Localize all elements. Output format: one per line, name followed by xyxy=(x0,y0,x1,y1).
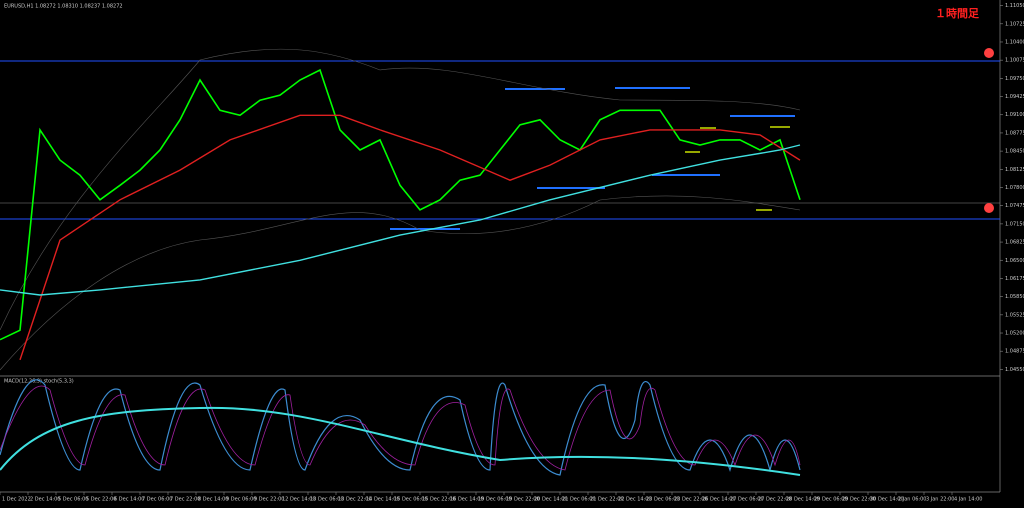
x-tick-label: 5 Dec 06:00 xyxy=(58,497,88,503)
x-tick-label: 21 Dec 22:00 xyxy=(590,497,624,503)
oscillator-line xyxy=(0,379,801,476)
y-tick-label: 1.06175 xyxy=(1005,276,1024,282)
y-tick-label: 1.06500 xyxy=(1005,258,1024,264)
y-tick-label: 1.10725 xyxy=(1005,21,1024,27)
sr-segments xyxy=(390,87,795,230)
x-tick-label: 2 Jan 06:00 xyxy=(898,497,926,503)
symbol-header: EURUSD,H1 1.08272 1.08310 1.08237 1.0827… xyxy=(4,4,123,10)
y-tick-label: 1.08125 xyxy=(1005,167,1024,173)
envelope xyxy=(0,195,801,371)
alert-icon xyxy=(984,203,994,213)
y-tick-label: 1.05200 xyxy=(1005,331,1024,337)
y-tick-label: 1.10075 xyxy=(1005,58,1024,64)
x-tick-label: 9 Dec 06:00 xyxy=(226,497,256,503)
series-close xyxy=(0,68,801,341)
x-tick-label: 23 Dec 06:00 xyxy=(646,497,680,503)
y-tick-label: 1.10400 xyxy=(1005,39,1024,45)
y-tick-label: 1.06825 xyxy=(1005,240,1024,246)
x-tick-label: 4 Jan 14:00 xyxy=(954,497,982,503)
x-tick-label: 13 Dec 06:00 xyxy=(310,497,344,503)
x-tick-label: 28 Dec 14:00 xyxy=(786,497,820,503)
y-tick-label: 1.09425 xyxy=(1005,94,1024,100)
timeframe-note: １時間足 xyxy=(935,6,980,20)
alert-icon xyxy=(984,48,994,58)
x-tick-label: 29 Dec 22:00 xyxy=(842,497,876,503)
x-tick-label: 23 Dec 22:00 xyxy=(674,497,708,503)
y-tick-label: 1.09100 xyxy=(1005,112,1024,118)
x-tick-label: 19 Dec 22:00 xyxy=(506,497,540,503)
y-tick-label: 1.08450 xyxy=(1005,149,1024,155)
y-tick-label: 1.08775 xyxy=(1005,130,1024,136)
x-tick-label: 27 Dec 22:00 xyxy=(758,497,792,503)
x-tick-label: 5 Dec 22:00 xyxy=(86,497,116,503)
series-ma-red xyxy=(19,114,801,361)
x-tick-label: 7 Dec 22:00 xyxy=(170,497,200,503)
y-tick-label: 1.07800 xyxy=(1005,185,1024,191)
x-tick-label: 29 Dec 06:00 xyxy=(814,497,848,503)
envelope xyxy=(0,48,801,331)
yellow-segments xyxy=(685,126,790,211)
x-tick-label: 15 Dec 22:00 xyxy=(422,497,456,503)
x-tick-label: 22 Dec 14:00 xyxy=(618,497,652,503)
y-tick-label: 1.04550 xyxy=(1005,367,1024,373)
x-tick-label: 14 Dec 14:00 xyxy=(366,497,400,503)
x-tick-label: 12 Dec 14:00 xyxy=(282,497,316,503)
y-tick-label: 1.09750 xyxy=(1005,76,1024,82)
x-tick-label: 27 Dec 06:00 xyxy=(730,497,764,503)
x-tick-label: 2 Dec 14:00 xyxy=(30,497,60,503)
x-tick-label: 6 Dec 14:00 xyxy=(114,497,144,503)
x-tick-label: 9 Dec 22:00 xyxy=(254,497,284,503)
y-tick-label: 1.04875 xyxy=(1005,349,1024,355)
y-tick-label: 1.07475 xyxy=(1005,203,1024,209)
y-tick-label: 1.11050 xyxy=(1005,3,1024,9)
y-tick-label: 1.07150 xyxy=(1005,221,1024,227)
x-tick-label: 15 Dec 06:00 xyxy=(394,497,428,503)
x-tick-label: 3 Jan 22:00 xyxy=(926,497,954,503)
x-tick-label: 1 Dec 2022 xyxy=(2,497,31,503)
x-tick-label: 21 Dec 06:00 xyxy=(562,497,596,503)
y-tick-label: 1.05525 xyxy=(1005,312,1024,318)
x-tick-label: 8 Dec 14:00 xyxy=(198,497,228,503)
oscillator-trend xyxy=(0,406,801,476)
series-ma-cyan xyxy=(0,144,801,296)
x-tick-label: 26 Dec 14:00 xyxy=(702,497,736,503)
indicator-label: MACD(12,26,9) stoch(5,3,3) xyxy=(4,379,74,385)
x-tick-label: 30 Dec 14:00 xyxy=(870,497,904,503)
x-tick-label: 20 Dec 14:00 xyxy=(534,497,568,503)
x-tick-label: 19 Dec 06:00 xyxy=(478,497,512,503)
signal-line xyxy=(0,385,801,471)
x-tick-label: 13 Dec 22:00 xyxy=(338,497,372,503)
x-tick-label: 16 Dec 14:00 xyxy=(450,497,484,503)
oscillator xyxy=(0,379,801,476)
x-tick-label: 7 Dec 06:00 xyxy=(142,497,172,503)
y-tick-label: 1.05850 xyxy=(1005,294,1024,300)
